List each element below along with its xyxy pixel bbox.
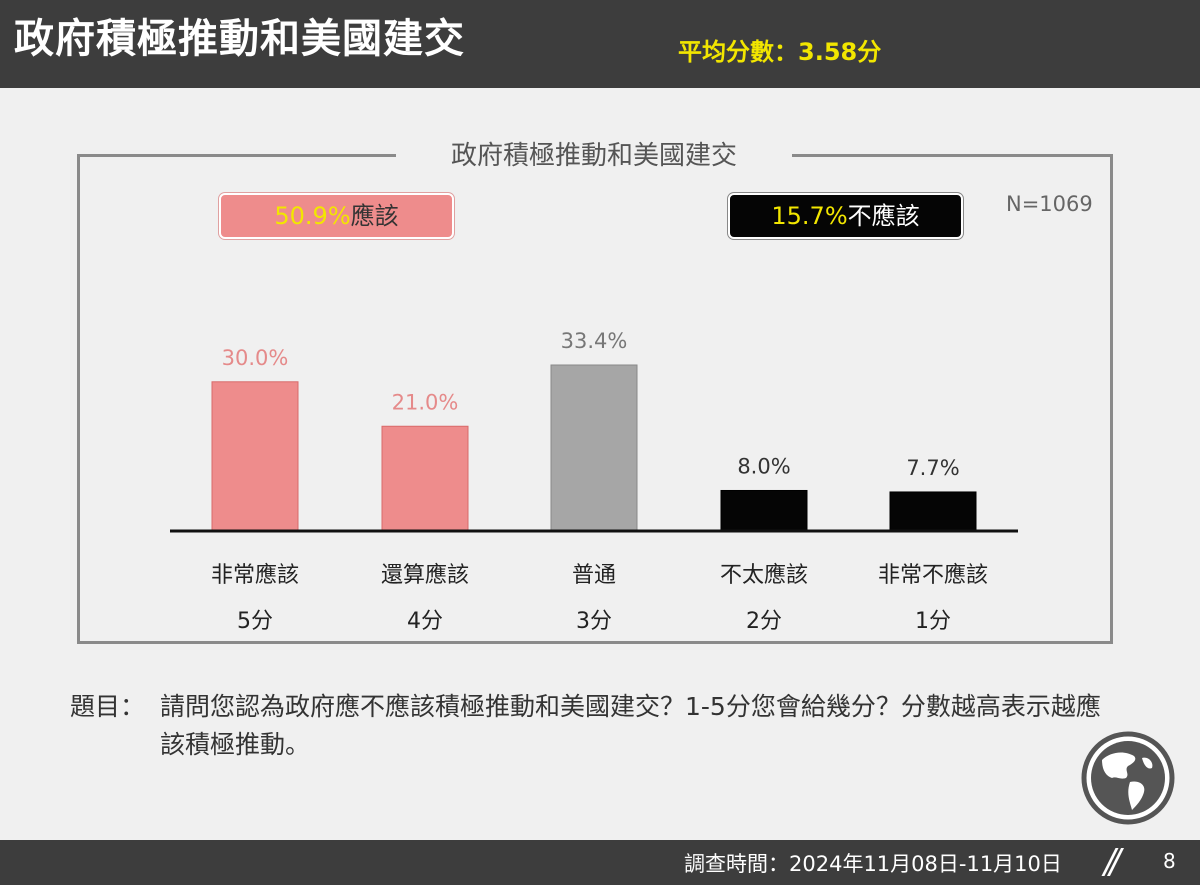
score-label-4: 2分: [746, 609, 782, 634]
score-label-1: 5分: [237, 609, 273, 634]
score-label-3: 3分: [576, 609, 612, 634]
divider-slash-icon: //: [1104, 842, 1121, 882]
value-label-5: 7.7%: [906, 456, 959, 480]
positive-summary-value: 50.9%: [274, 202, 351, 230]
page-title: 政府積極推動和美國建交: [14, 16, 465, 62]
negative-summary-value: 15.7%: [771, 202, 848, 230]
category-label-4: 不太應該: [720, 562, 808, 588]
value-label-3: 33.4%: [561, 329, 628, 353]
category-label-2: 還算應該: [381, 562, 469, 588]
average-score: 平均分數：3.58分: [678, 38, 882, 66]
category-label-3: 普通: [572, 563, 616, 588]
negative-summary-label: 不應該: [847, 202, 920, 230]
positive-summary-box: 50.9%應該: [219, 193, 454, 239]
sample-size: N=1069: [1006, 192, 1093, 216]
globe-icon: [1081, 731, 1175, 825]
bar-5: [889, 491, 977, 531]
negative-summary-box: 15.7%不應該: [728, 193, 963, 239]
category-label-1: 非常應該: [211, 562, 299, 588]
footer-bar: 調查時間：2024年11月08日-11月10日 // 8: [0, 840, 1200, 885]
page-number: 8: [1163, 849, 1176, 873]
score-label-2: 4分: [407, 609, 443, 634]
question-text: 請問您認為政府應不應該積極推動和美國建交？1-5分您會給幾分？分數越高表示越應該…: [160, 692, 1101, 759]
category-label-5: 非常不應該: [878, 562, 988, 588]
value-label-1: 30.0%: [222, 346, 289, 370]
value-label-4: 8.0%: [737, 454, 790, 478]
bar-4: [720, 489, 808, 531]
question-label: 題目：: [70, 692, 146, 721]
positive-summary-label: 應該: [350, 202, 399, 230]
header-bar: 政府積極推動和美國建交 平均分數：3.58分: [0, 0, 1200, 88]
chart-title: 政府積極推動和美國建交: [396, 138, 792, 174]
bar-3: [550, 364, 638, 531]
score-label-5: 1分: [915, 609, 951, 634]
survey-date: 調查時間：2024年11月08日-11月10日: [684, 852, 1062, 876]
bar-2: [381, 425, 469, 531]
value-label-2: 21.0%: [392, 390, 459, 414]
bar-1: [211, 381, 299, 531]
